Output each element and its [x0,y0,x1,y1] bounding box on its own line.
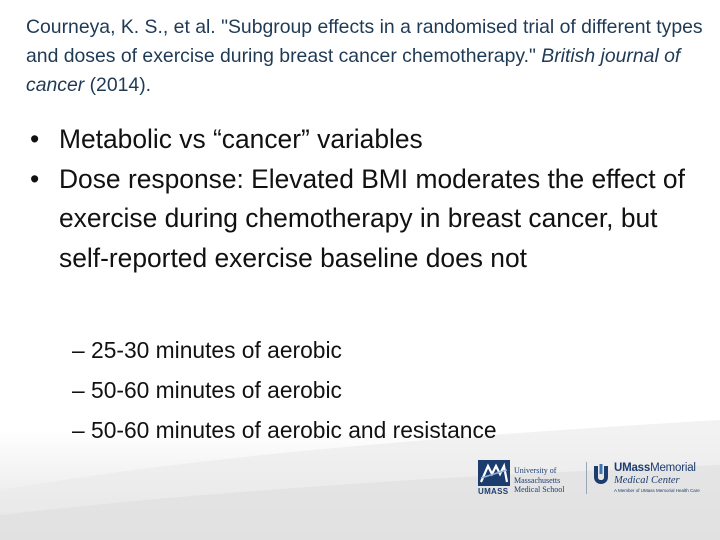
umass-memorial-mark-icon [594,464,608,484]
sub-bullet-item: – 50-60 minutes of aerobic and resistanc… [72,417,497,443]
bullet-list: • Metabolic vs “cancer” variables • Dose… [26,120,706,278]
memorial-subtitle: Medical Center [614,475,680,486]
umass-line-2: Massachusetts [514,475,561,485]
background-swoosh [0,420,720,540]
logo-divider [586,462,587,494]
bullet-item: • Dose response: Elevated BMI moderates … [26,160,706,279]
memorial-name-bold: UMass [614,462,651,474]
citation-authors: Courneya, K. S., et al. [26,16,216,38]
umass-medical-school-logo: UMASS University of Massachusetts Medica… [478,458,578,498]
sub-bullet-item: – 50-60 minutes of aerobic [72,377,342,403]
logo-bar: UMASS University of Massachusetts Medica… [478,458,714,498]
bullet-marker: • [30,124,40,154]
umass-wordmark: UMASS [478,487,509,496]
citation-journal: British journal of cancer [26,45,681,96]
umass-school-name: University of Massachusetts Medical Scho… [514,466,586,495]
sub-bullet-list: – 25-30 minutes of aerobic – 50-60 minut… [72,330,497,450]
citation-title: "Subgroup effects in a randomised trial … [26,16,703,67]
bullet-text: Dose response: Elevated BMI moderates th… [59,163,685,273]
bullet-item: • Metabolic vs “cancer” variables [26,120,706,160]
umass-mark-icon [478,460,510,486]
sub-bullet-item: – 25-30 minutes of aerobic [72,337,342,363]
umass-line-3: Medical School [514,485,565,494]
umass-line-1: University of [514,466,557,475]
citation: Courneya, K. S., et al. "Subgroup effect… [26,13,716,100]
memorial-name-light: Memorial [650,462,696,474]
bullet-text: Metabolic vs “cancer” variables [59,124,423,154]
memorial-name: UMassMemorial [614,462,696,474]
memorial-tagline: A Member of UMass Memorial Health Care [614,488,700,493]
citation-year: (2014). [89,74,152,96]
umass-memorial-logo: UMassMemorial Medical Center A Member of… [592,458,714,498]
bullet-marker: • [30,163,40,194]
